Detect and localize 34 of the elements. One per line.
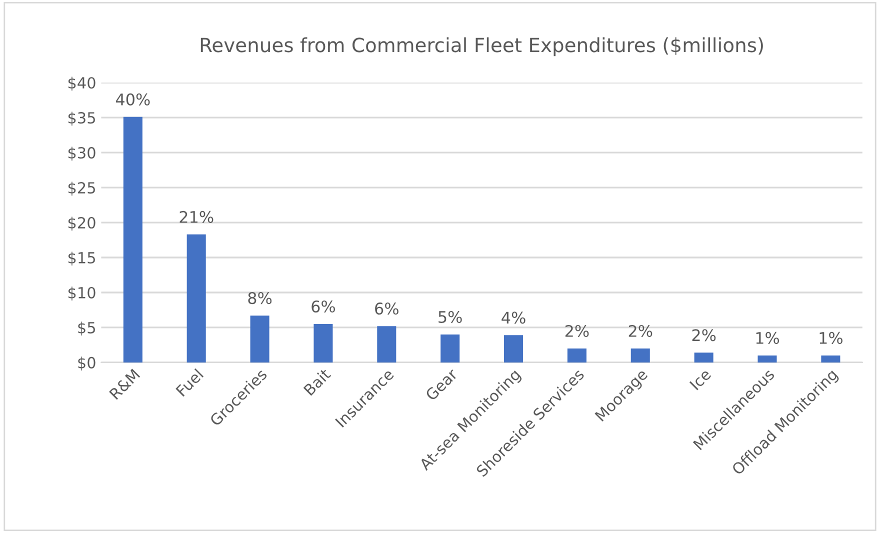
y-tick-label: $35 [68,112,96,126]
y-tick-label: $0 [78,356,96,370]
bar [250,316,270,362]
bar [186,234,206,362]
bar [314,324,333,362]
y-tick-label: $15 [68,252,96,266]
bar [504,335,524,362]
bar [630,348,650,362]
annotation: 21% [180,210,214,223]
y-tick-label: $10 [68,286,96,301]
bar [567,348,586,362]
y-tick-label: $40 [68,76,96,91]
annotation: 6% [312,300,336,313]
annotation: 8% [248,292,272,304]
y-tick-label: $20 [68,216,96,231]
annotation: 4% [502,312,526,324]
annotation: 1% [820,332,842,344]
annotation: 2% [628,324,652,338]
bar [694,352,714,362]
annotation: 2% [692,329,716,342]
annotation: 1% [756,332,780,344]
annotation: 2% [565,324,589,338]
annotation: 6% [375,302,398,315]
y-tick-label: $30 [68,146,96,161]
annotation: 5% [438,310,462,324]
annotation: 40% [116,93,150,106]
y-tick-label: $25 [68,182,96,196]
bar [123,116,142,362]
bar [377,326,396,362]
bar [821,355,840,362]
bar [440,334,460,362]
bar [758,355,777,362]
y-tick-label: $5 [78,322,96,336]
chart-title: Revenues from Commercial Fleet Expenditures ($millions) [200,37,763,56]
